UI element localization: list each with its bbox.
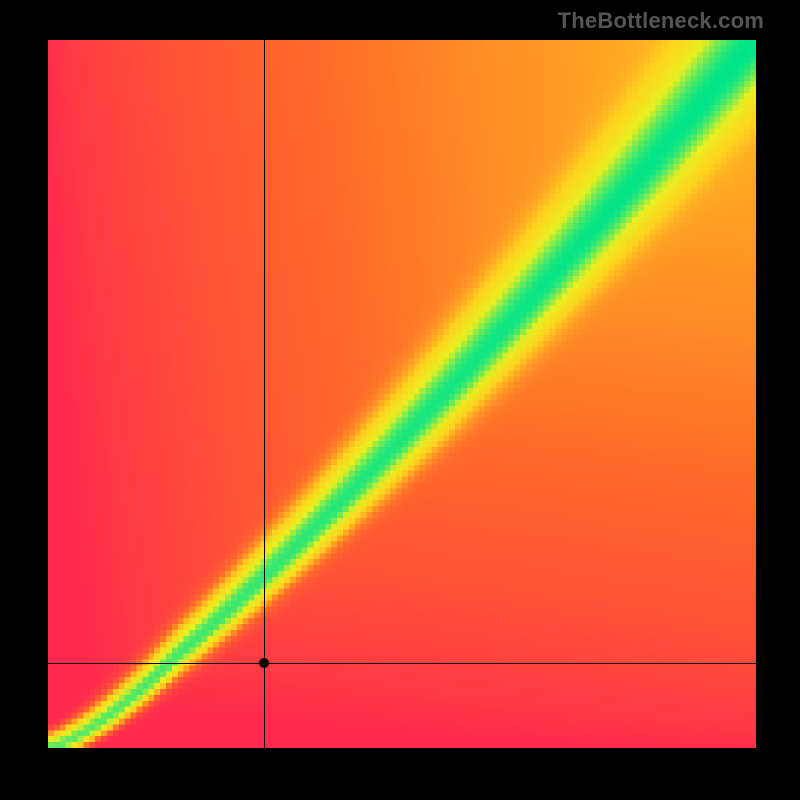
watermark-text: TheBottleneck.com <box>558 8 764 34</box>
bottleneck-heatmap <box>48 40 756 748</box>
crosshair-vertical <box>264 40 265 748</box>
crosshair-marker-dot <box>258 657 270 669</box>
chart-container: TheBottleneck.com <box>0 0 800 800</box>
crosshair-horizontal <box>48 663 756 664</box>
